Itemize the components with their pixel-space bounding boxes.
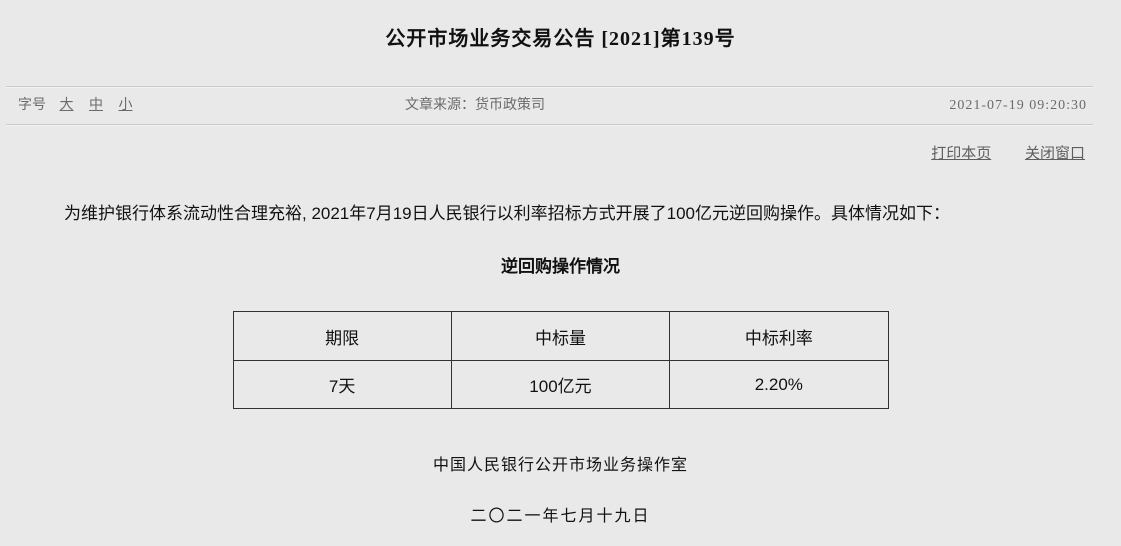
meta-bar: 字号 大 中 小 文章来源：货币政策司 2021-07-19 09:20:30 xyxy=(6,86,1093,125)
font-size-small-link[interactable]: 小 xyxy=(118,98,133,113)
font-size-large-link[interactable]: 大 xyxy=(59,98,74,113)
table-cell-volume: 100亿元 xyxy=(450,360,671,409)
close-window-link[interactable]: 关闭窗口 xyxy=(1024,146,1085,162)
table-header-row: 期限 中标量 中标利率 xyxy=(232,311,889,361)
font-size-label: 字号 xyxy=(18,98,46,113)
page-actions: 打印本页 关闭窗口 xyxy=(0,145,1085,163)
article-source: 文章来源：货币政策司 xyxy=(405,87,545,124)
issue-date: 二〇二一年七月十九日 xyxy=(470,508,651,525)
table-header-term: 期限 xyxy=(232,311,452,361)
table-cell-rate: 2.20% xyxy=(669,360,889,409)
publish-timestamp: 2021-07-19 09:20:30 xyxy=(949,98,1087,113)
announcement-paragraph: 为维护银行体系流动性合理充裕, 2021年7月19日人民银行以利率招标方式开展了… xyxy=(64,204,950,223)
issuing-office: 中国人民银行公开市场业务操作室 xyxy=(432,457,688,474)
article-source-value: 货币政策司 xyxy=(475,98,545,113)
table-title: 逆回购操作情况 xyxy=(501,257,620,276)
table-header-rate: 中标利率 xyxy=(669,311,889,361)
print-page-link[interactable]: 打印本页 xyxy=(931,146,992,162)
table-cell-term: 7天 xyxy=(232,360,452,409)
table-header-volume: 中标量 xyxy=(450,311,671,361)
page-title: 公开市场业务交易公告 [2021]第139号 xyxy=(385,28,736,50)
article-source-label: 文章来源： xyxy=(405,98,475,113)
table-row: 7天 100亿元 2.20% xyxy=(232,360,889,409)
reverse-repo-table: 期限 中标量 中标利率 7天 100亿元 2.20% xyxy=(232,311,889,409)
font-size-medium-link[interactable]: 中 xyxy=(89,98,103,113)
font-size-control: 字号 大 中 小 xyxy=(18,87,145,124)
